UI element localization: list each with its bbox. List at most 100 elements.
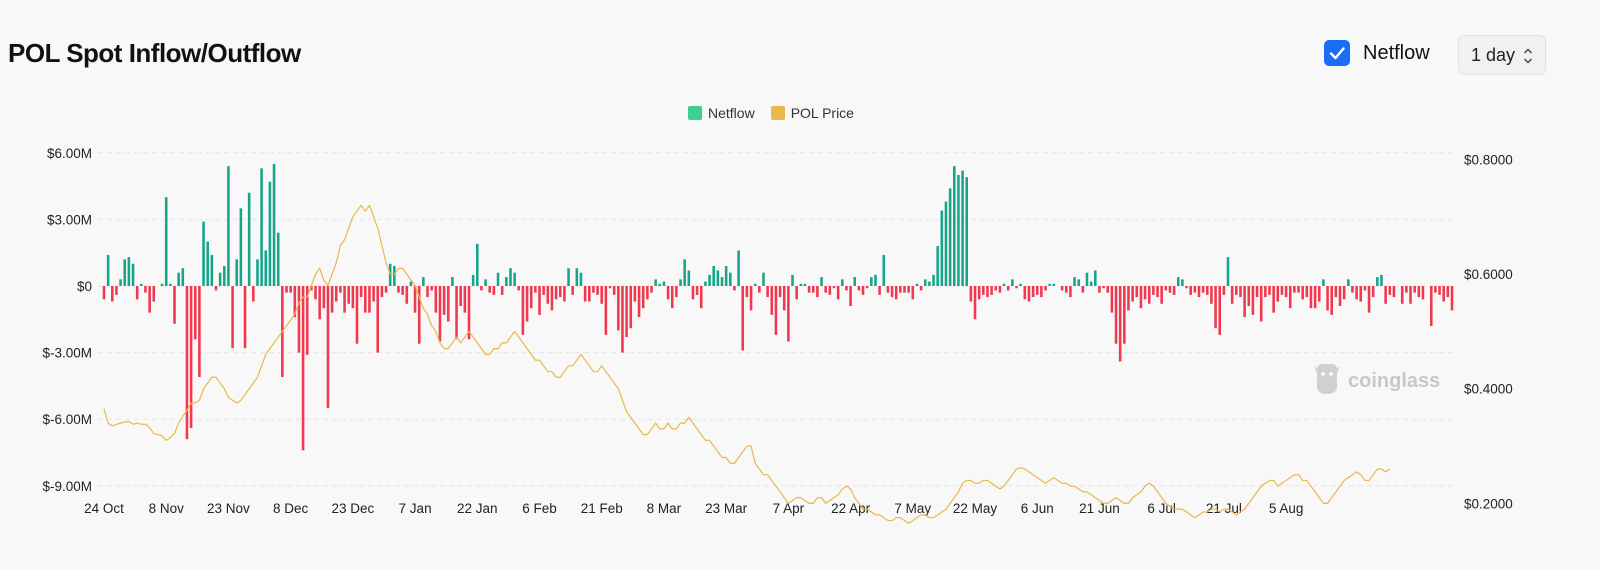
netflow-bar <box>816 286 819 298</box>
netflow-bar <box>1185 286 1188 289</box>
netflow-bar <box>604 286 608 335</box>
netflow-bar <box>907 286 910 293</box>
netflow-bar <box>1064 286 1068 293</box>
netflow-bar <box>413 286 417 313</box>
netflow-bar <box>538 286 541 315</box>
netflow-bar <box>1438 286 1441 295</box>
netflow-bar <box>782 286 786 311</box>
netflow-bar <box>525 286 529 322</box>
netflow-bar <box>650 286 653 293</box>
x-axis: 24 Oct 8 Nov 23 Nov 8 Dec 23 Dec 7 Jan 22 Jan 6… <box>84 501 1303 516</box>
netflow-bar <box>558 286 562 298</box>
right-tick-label: $0.4000 <box>1464 382 1513 397</box>
netflow-bar <box>405 286 409 304</box>
x-tick-label: 22 Jan <box>457 501 498 516</box>
netflow-bar <box>911 286 915 300</box>
netflow-bar <box>235 259 239 286</box>
netflow-bar <box>729 272 732 286</box>
netflow-bar <box>654 279 657 286</box>
netflow-bar <box>1326 286 1329 311</box>
netflow-bar <box>144 286 147 293</box>
netflow-bar <box>293 286 297 318</box>
netflow-bar <box>1052 283 1056 286</box>
netflow-bar <box>982 286 985 295</box>
legend-item-price[interactable]: POL Price <box>770 105 854 121</box>
netflow-bar <box>774 286 778 335</box>
netflow-bar <box>301 286 305 451</box>
netflow-bar <box>1069 286 1072 298</box>
netflow-bar <box>807 286 811 293</box>
netflow-bar <box>679 279 682 286</box>
netflow-bar <box>542 286 545 295</box>
netflow-bar <box>376 286 380 353</box>
x-tick-label: 21 Feb <box>581 501 623 516</box>
netflow-bar <box>173 286 176 324</box>
legend-item-netflow[interactable]: Netflow <box>688 105 755 121</box>
netflow-bar <box>1089 281 1093 286</box>
netflow-bar <box>1239 286 1242 298</box>
netflow-bar <box>231 286 234 349</box>
netflow-bar <box>1197 286 1201 298</box>
netflow-bar <box>505 277 508 286</box>
netflow-bar <box>1342 286 1346 300</box>
netflow-bar <box>372 286 375 302</box>
netflow-bar <box>1156 286 1159 298</box>
netflow-bar <box>1284 286 1288 298</box>
netflow-bar <box>1060 286 1064 291</box>
netflow-bar <box>948 188 952 286</box>
netflow-bar <box>1168 286 1172 293</box>
netflow-bar <box>923 279 927 286</box>
netflow-bar <box>1006 286 1010 291</box>
netflow-bar <box>384 286 388 293</box>
netflow-checkbox[interactable] <box>1324 40 1350 66</box>
netflow-bar <box>1417 286 1421 298</box>
netflow-bar <box>422 277 425 286</box>
netflow-bar <box>612 286 616 295</box>
left-tick-label: $-6.00M <box>42 412 92 427</box>
netflow-bar <box>380 286 384 298</box>
netflow-bar <box>745 286 749 298</box>
netflow-bar <box>662 281 666 286</box>
netflow-bar <box>177 272 180 286</box>
netflow-bar <box>969 286 973 302</box>
interval-select[interactable]: 1 day <box>1458 35 1546 75</box>
netflow-bar <box>1330 286 1333 315</box>
netflow-bar <box>546 286 550 304</box>
netflow-bar <box>903 286 906 293</box>
netflow-bar <box>899 286 902 293</box>
netflow-bar <box>160 283 164 286</box>
netflow-bar <box>1031 286 1035 298</box>
netflow-bar <box>496 272 500 286</box>
netflow-bar <box>393 266 396 286</box>
netflow-bar <box>1193 286 1197 293</box>
select-arrows-icon <box>1523 48 1533 64</box>
right-axis: $0.8000$0.6000$0.4000$0.2000$0.0579 <box>1464 153 1513 512</box>
netflow-bar <box>857 286 861 291</box>
netflow-bar <box>185 286 189 440</box>
netflow-bar <box>256 259 259 286</box>
right-tick-label: $0.2000 <box>1464 496 1513 511</box>
netflow-bar <box>119 279 122 286</box>
netflow-bar <box>608 286 612 289</box>
netflow-bar <box>940 210 944 286</box>
netflow-toggle[interactable]: Netflow <box>1324 40 1430 66</box>
netflow-bar <box>1347 279 1350 286</box>
netflow-bar <box>1230 286 1234 304</box>
netflow-bar <box>1247 286 1251 306</box>
left-tick-label: $6.00M <box>47 146 92 161</box>
left-tick-label: $0 <box>77 279 92 294</box>
netflow-bar <box>471 274 475 286</box>
legend-swatch-netflow <box>688 106 702 120</box>
netflow-bar <box>247 192 251 286</box>
netflow-bar <box>426 286 429 298</box>
netflow-bar <box>832 286 836 289</box>
netflow-bar <box>1355 286 1358 300</box>
page-title: POL Spot Inflow/Outflow <box>8 38 301 68</box>
netflow-bar <box>326 286 330 409</box>
x-tick-label: 23 Mar <box>705 501 748 516</box>
netflow-bar <box>695 286 699 295</box>
netflow-bar <box>127 257 131 286</box>
netflow-bar <box>1015 286 1018 289</box>
netflow-bar <box>476 243 479 286</box>
netflow-bar <box>1317 286 1321 302</box>
